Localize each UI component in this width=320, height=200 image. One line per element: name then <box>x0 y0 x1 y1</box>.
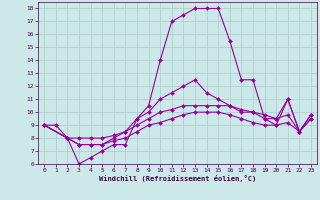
X-axis label: Windchill (Refroidissement éolien,°C): Windchill (Refroidissement éolien,°C) <box>99 175 256 182</box>
